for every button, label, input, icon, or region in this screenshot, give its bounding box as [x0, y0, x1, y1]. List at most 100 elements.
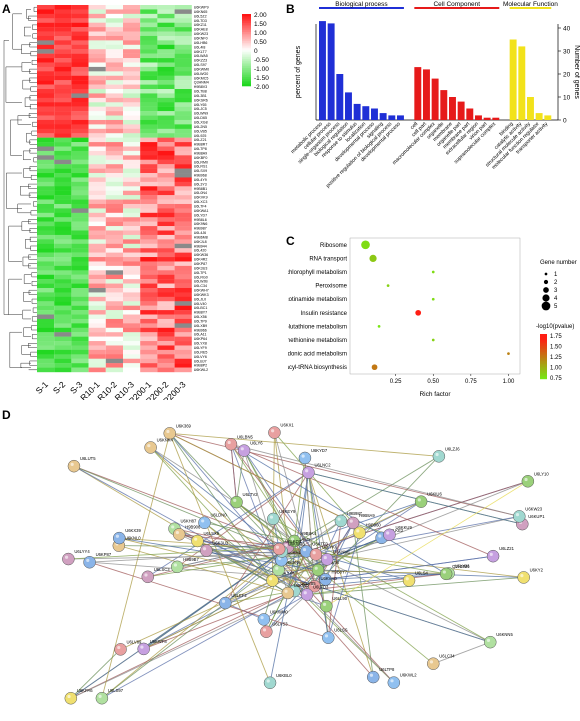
- heatmap-cell: [140, 358, 158, 364]
- heatmap-cell: [105, 150, 123, 156]
- protein-label: U6KWM0: [270, 609, 289, 614]
- protein-node: [298, 451, 312, 465]
- gene-label: U6KWH7: [194, 289, 209, 293]
- network-edge: [230, 444, 295, 542]
- heatmap-cell: [157, 270, 175, 275]
- heatmap-cell: [157, 314, 175, 320]
- dendrogram-branch: [22, 256, 31, 267]
- heatmap-cell: [140, 18, 158, 23]
- protein-label: U6KYX8: [278, 571, 295, 576]
- heatmap-cell: [71, 111, 89, 116]
- heatmap-cell: [140, 327, 158, 333]
- heatmap-cell: [88, 363, 106, 368]
- gene-label: U6LTB8: [194, 90, 207, 94]
- heatmap-cell: [140, 274, 158, 280]
- heatmap-cell: [123, 363, 141, 368]
- legend-tick: -1.50: [254, 75, 269, 82]
- heatmap-cell: [174, 137, 192, 143]
- heatmap-cell: [37, 9, 55, 15]
- heatmap-cell: [157, 332, 175, 337]
- heatmap-cell: [105, 173, 123, 178]
- heatmap-cell: [71, 97, 89, 103]
- heatmap-cell: [174, 173, 192, 178]
- protein-node-highlight: [98, 694, 102, 698]
- heatmap-cell: [54, 71, 72, 76]
- heatmap-cell: [140, 181, 158, 187]
- go-bar: [397, 115, 404, 120]
- heatmap-cell: [71, 243, 89, 249]
- network-edge: [70, 592, 289, 699]
- heatmap-cell: [140, 89, 158, 94]
- heatmap-cell: [54, 252, 72, 258]
- heatmap-cell: [71, 354, 89, 359]
- heatmap-cell: [88, 13, 106, 19]
- gene-label: H9B968: [194, 174, 207, 178]
- heatmap-cell: [105, 283, 123, 289]
- heatmap-cell: [174, 58, 192, 63]
- protein-node: [309, 548, 323, 561]
- heatmap-cell: [37, 367, 55, 373]
- heatmap-cell: [157, 203, 175, 209]
- gene-label: H9B8V3: [194, 85, 207, 89]
- heatmap-cell: [157, 155, 175, 160]
- heatmap-cell: [105, 49, 123, 54]
- heatmap-cell: [88, 301, 106, 306]
- heatmap-cell: [105, 270, 123, 275]
- gene-label: U6LXB9: [194, 324, 207, 328]
- heatmap-cell: [37, 27, 55, 32]
- go-bar: [371, 108, 378, 120]
- protein-label: U6LVB5: [300, 581, 316, 586]
- protein-node: [268, 426, 281, 439]
- heatmap-cell: [54, 62, 72, 68]
- heatmap-cell: [174, 128, 192, 134]
- heatmap-cell: [105, 287, 123, 293]
- heatmap-cell: [105, 367, 123, 373]
- color-legend-step: [540, 370, 547, 372]
- heatmap-cell: [37, 221, 55, 227]
- heatmap-cell: [88, 128, 106, 134]
- heatmap-cell: [140, 22, 158, 28]
- heatmap-cell: [157, 283, 175, 289]
- heatmap-cell: [123, 62, 141, 68]
- network-edge: [73, 465, 308, 595]
- network-edge: [73, 465, 289, 548]
- heatmap-cell: [157, 363, 175, 368]
- heatmap-cell: [37, 217, 55, 222]
- size-legend-label: 4: [554, 296, 558, 302]
- y2-tick-label: 30: [563, 49, 571, 56]
- heatmap-cell: [140, 97, 158, 103]
- heatmap-cell: [174, 155, 192, 160]
- heatmap-cell: [37, 195, 55, 200]
- heatmap-cell: [54, 367, 72, 373]
- heatmap-cell: [71, 318, 89, 324]
- protein-node: [137, 642, 150, 656]
- network-edge: [293, 540, 327, 607]
- heatmap-cell: [123, 49, 141, 54]
- legend-gradient-step: [242, 37, 251, 40]
- heatmap-cell: [54, 195, 72, 200]
- heatmap-cell: [123, 119, 141, 125]
- network-edges: [68, 432, 529, 699]
- dendrogram-branch: [30, 174, 37, 180]
- heatmap-cell: [123, 203, 141, 209]
- heatmap-cell: [37, 49, 55, 54]
- heatmap-cell: [71, 106, 89, 112]
- protein-node: [300, 588, 314, 601]
- gene-label: U6KLT7: [194, 50, 207, 54]
- network-edge: [68, 554, 316, 560]
- heatmap-cell: [88, 31, 106, 37]
- heatmap-cell: [37, 292, 55, 298]
- pathway-label: Insulin resistance: [301, 311, 348, 317]
- heatmap-cell: [157, 323, 175, 328]
- gene-label: U6LWJB: [194, 280, 209, 284]
- dendrogram-branch: [8, 278, 22, 315]
- protein-label: U6KTF0: [312, 541, 328, 546]
- dendrogram-branch: [32, 33, 37, 39]
- legend-gradient-step: [242, 59, 251, 62]
- protein-node: [266, 574, 279, 587]
- protein-node-highlight: [390, 679, 394, 683]
- gene-label: U6LRE5: [194, 350, 208, 354]
- heatmap-cell: [140, 49, 158, 54]
- protein-label: U6LY6: [250, 441, 263, 446]
- protein-node-highlight: [378, 534, 382, 538]
